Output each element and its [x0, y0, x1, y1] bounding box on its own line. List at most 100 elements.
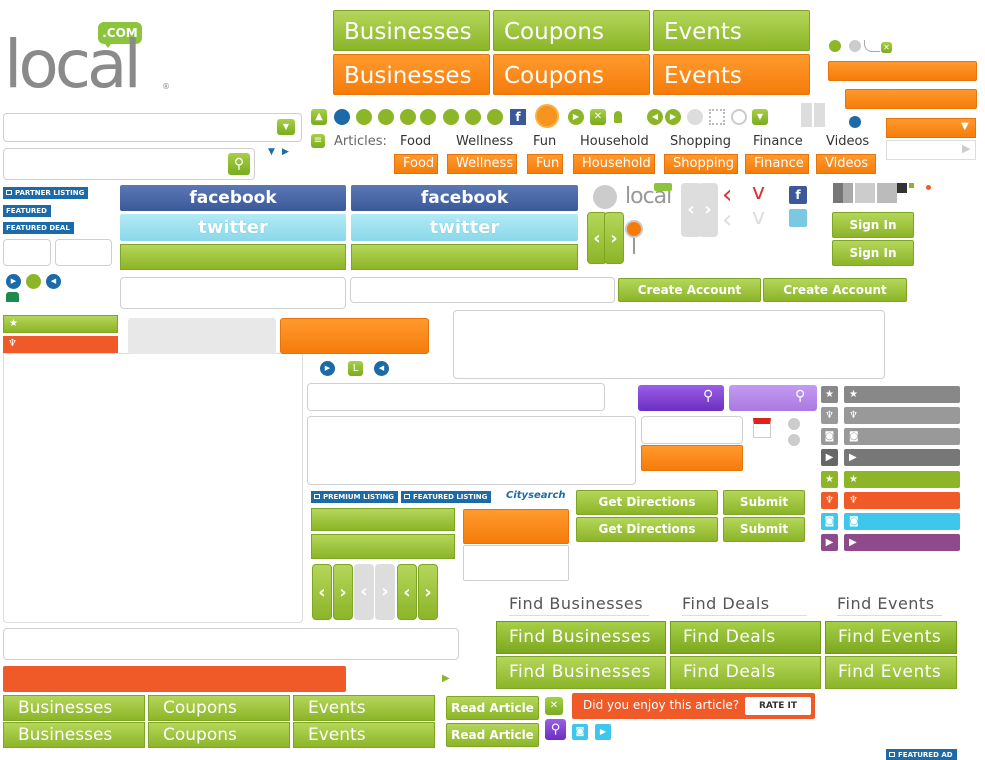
facebook-square-icon[interactable]: f — [510, 109, 526, 125]
chevron-left-gray-1[interactable]: ‹ — [681, 183, 701, 237]
orange-dropdown-arrow-icon[interactable]: ▼ — [961, 121, 969, 132]
bottom-tab-businesses-2[interactable]: Businesses — [3, 722, 145, 748]
white-block[interactable] — [463, 545, 569, 581]
article-button-wellness[interactable]: Wellness — [447, 154, 517, 174]
gray-chevron-down-icon[interactable]: v — [752, 205, 766, 230]
side-ribbon-gray-icon[interactable]: ♆ — [821, 407, 838, 424]
logo[interactable]: .COM local ® — [4, 22, 174, 102]
twitter-button-1[interactable]: twitter — [120, 214, 346, 241]
article-link-wellness[interactable]: Wellness — [456, 134, 514, 149]
orange-small-button[interactable] — [641, 445, 743, 471]
side-camera-cyan-bar[interactable]: ◙ — [844, 513, 960, 530]
side-camera-cyan-icon[interactable]: ◙ — [821, 513, 838, 530]
blue-play-icon-2[interactable]: ▶ — [320, 361, 335, 376]
article-button-finance[interactable]: Finance — [745, 154, 809, 174]
purple-search-icon[interactable]: ⚲ — [703, 388, 714, 404]
tab-businesses-green[interactable]: Businesses — [333, 10, 490, 51]
side-star-green-bar[interactable]: ★ — [844, 471, 960, 488]
textarea-large[interactable] — [453, 310, 885, 379]
chevron-left-green-3[interactable]: ‹ — [397, 564, 417, 620]
arrow-up-icon[interactable]: ▲ — [311, 109, 327, 125]
side-star-green-icon[interactable]: ★ — [821, 471, 838, 488]
article-link-food[interactable]: Food — [400, 134, 432, 149]
prev-circle-icon[interactable]: ◀ — [647, 109, 663, 125]
twitter-button-2[interactable]: twitter — [351, 214, 578, 241]
gray-gear-icon[interactable] — [687, 109, 703, 125]
camera-cyan-icon[interactable]: ◙ — [572, 724, 588, 740]
red-chevron-left-icon[interactable]: ‹ — [722, 180, 733, 210]
white-dropdown[interactable] — [886, 140, 976, 160]
small-input-2[interactable] — [55, 239, 112, 266]
article-link-videos[interactable]: Videos — [826, 134, 870, 149]
tab-events-orange[interactable]: Events — [653, 54, 810, 95]
input-1[interactable] — [120, 277, 346, 309]
orange-dropdown[interactable] — [886, 118, 976, 138]
plus-circle-gray-icon[interactable] — [849, 40, 861, 52]
submit-button-1[interactable]: Submit — [723, 490, 805, 515]
tab-businesses-orange[interactable]: Businesses — [333, 54, 490, 95]
pdf-icon[interactable] — [753, 418, 771, 438]
small-play-green-icon[interactable]: ▶ — [442, 673, 450, 684]
facebook-button-1[interactable]: facebook — [120, 185, 346, 211]
search-input[interactable] — [3, 148, 255, 180]
dropdown-arrow-icon[interactable]: ▼ — [277, 119, 295, 135]
green-bar-3[interactable] — [311, 508, 455, 531]
dropdown-small-icon[interactable]: ▼ — [752, 109, 768, 125]
purple-light-search-icon[interactable]: ⚲ — [795, 388, 806, 404]
side-star-gray-bar[interactable]: ★ — [844, 386, 960, 403]
orange-block[interactable] — [463, 509, 569, 544]
read-article-button-1[interactable]: Read Article — [446, 696, 539, 720]
article-link-fun[interactable]: Fun — [533, 134, 557, 149]
small-input-1[interactable] — [3, 239, 51, 266]
blue-play-icon[interactable]: ▶ — [6, 274, 21, 289]
side-ribbon-red-icon[interactable]: ♆ — [821, 492, 838, 509]
find-deals-button-1[interactable]: Find Deals — [670, 621, 821, 654]
blue-prev-icon[interactable]: ◀ — [46, 274, 61, 289]
find-businesses-button-1[interactable]: Find Businesses — [496, 621, 666, 654]
search-button-icon[interactable]: ⚲ — [228, 153, 250, 175]
calendar-icon[interactable]: L — [348, 361, 363, 376]
gray-square-3-icon[interactable] — [877, 183, 897, 203]
print-icon[interactable] — [356, 109, 372, 125]
chevron-left-green-2[interactable]: ‹ — [312, 564, 332, 620]
side-ribbon-gray-bar[interactable]: ♆ — [844, 407, 960, 424]
input-3[interactable] — [307, 383, 605, 411]
bottom-tab-businesses-1[interactable]: Businesses — [3, 695, 145, 721]
get-directions-button-1[interactable]: Get Directions — [576, 490, 718, 515]
white-dropdown-arrow-icon[interactable]: ▶ — [962, 142, 971, 155]
article-link-household[interactable]: Household — [580, 134, 649, 149]
dark-square-icon[interactable] — [897, 183, 907, 193]
purple-light-search-input[interactable] — [729, 385, 817, 411]
arrow-down-blue-icon[interactable]: ▼ — [268, 147, 275, 157]
close-small-icon[interactable]: ✕ — [881, 42, 892, 53]
input-2[interactable] — [350, 277, 615, 303]
share-icon[interactable] — [420, 109, 436, 125]
find-deals-button-2[interactable]: Find Deals — [670, 656, 821, 689]
close-icon[interactable]: ✕ — [590, 109, 606, 125]
close-green-icon[interactable]: ✕ — [545, 697, 563, 715]
side-tag-dark-icon[interactable]: ▶ — [821, 449, 838, 466]
arrow-right-blue-icon[interactable]: ▶ — [282, 147, 289, 157]
article-button-shopping[interactable]: Shopping — [664, 154, 738, 174]
article-link-finance[interactable]: Finance — [753, 134, 803, 149]
orange-bar-1[interactable] — [828, 61, 977, 81]
rate-it-button[interactable]: RATE IT — [745, 697, 811, 715]
find-businesses-button-2[interactable]: Find Businesses — [496, 656, 666, 689]
tab-coupons-green[interactable]: Coupons — [493, 10, 650, 51]
chevron-right-green-1[interactable]: › — [604, 212, 624, 264]
input-wide[interactable] — [3, 628, 459, 660]
book-icon[interactable] — [378, 109, 394, 125]
facebook-button-2[interactable]: facebook — [351, 185, 578, 211]
sun-icon[interactable] — [535, 104, 559, 128]
gray-wide-button[interactable] — [128, 318, 276, 354]
red-ribbon-bar[interactable]: ♆ — [3, 336, 118, 354]
tab-events-green[interactable]: Events — [653, 10, 810, 51]
gray-square-2-icon[interactable] — [855, 183, 875, 203]
chevron-right-gray-1[interactable]: › — [698, 183, 718, 237]
heart-icon[interactable] — [465, 109, 481, 125]
info-icon-1[interactable] — [788, 418, 800, 430]
article-button-fun[interactable]: Fun — [527, 154, 563, 174]
sign-in-button-2[interactable]: Sign In — [832, 240, 914, 266]
grid-tiles-icon[interactable] — [801, 103, 825, 127]
article-button-videos[interactable]: Videos — [816, 154, 876, 174]
